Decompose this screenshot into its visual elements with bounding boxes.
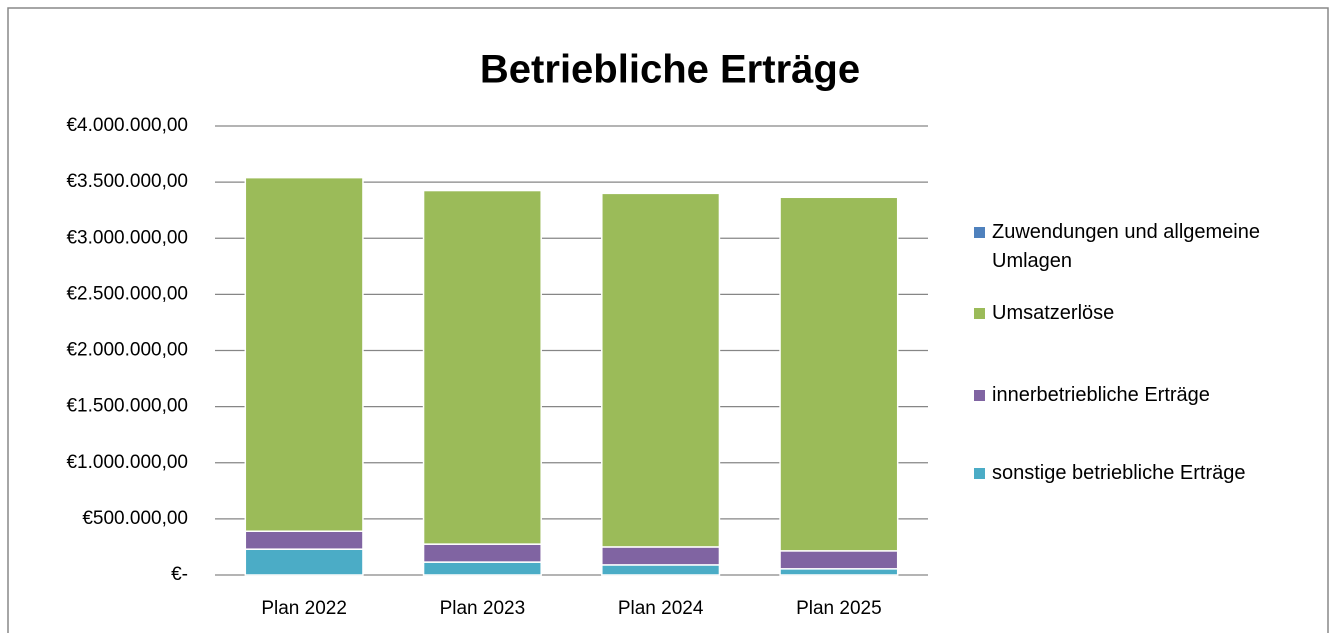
bar-segment	[779, 568, 899, 576]
legend-item: sonstige betriebliche Erträge	[972, 459, 1322, 488]
chart-title: Betriebliche Erträge	[480, 48, 860, 92]
bar-segment	[422, 561, 542, 576]
y-tick-label: €1.000.000,00	[66, 452, 188, 473]
bar-segment	[779, 196, 899, 552]
x-tick-label: Plan 2024	[618, 598, 704, 619]
y-tick-label: €3.500.000,00	[66, 171, 188, 192]
y-tick-label: €2.000.000,00	[66, 340, 188, 361]
legend-label: sonstige betriebliche Erträge	[992, 462, 1246, 484]
y-tick-label: €2.500.000,00	[66, 283, 188, 304]
y-tick-label: €1.500.000,00	[66, 396, 188, 417]
legend-swatch	[974, 468, 985, 479]
bar-segment	[244, 548, 364, 576]
legend-label: innerbetriebliche Erträge	[992, 384, 1210, 406]
bar-segment	[601, 192, 721, 548]
x-tick-label: Plan 2022	[261, 598, 347, 619]
legend-item: innerbetriebliche Erträge	[972, 381, 1322, 410]
bar-segment	[779, 550, 899, 570]
y-tick-label: €500.000,00	[82, 508, 188, 529]
bar-segment	[601, 564, 721, 576]
x-tick-label: Plan 2025	[796, 598, 882, 619]
legend-label: Zuwendungen und allgemeine Umlagen	[992, 221, 1260, 272]
legend-item: Umsatzerlöse	[972, 299, 1322, 328]
chart-border	[7, 7, 1329, 633]
x-tick-label: Plan 2023	[440, 598, 526, 619]
bar-segment	[244, 530, 364, 550]
bar-segment	[244, 176, 364, 532]
bar-segment	[601, 546, 721, 566]
legend-swatch	[974, 227, 985, 238]
y-tick-label: €-	[171, 564, 188, 585]
legend-label: Umsatzerlöse	[992, 302, 1115, 324]
legend-swatch	[974, 308, 985, 319]
legend-swatch	[974, 390, 985, 401]
bar-segment	[422, 189, 542, 545]
legend-item: Zuwendungen und allgemeine Umlagen	[972, 218, 1322, 276]
y-tick-label: €4.000.000,00	[66, 115, 188, 136]
y-tick-label: €3.000.000,00	[66, 227, 188, 248]
bar-segment	[422, 543, 542, 563]
